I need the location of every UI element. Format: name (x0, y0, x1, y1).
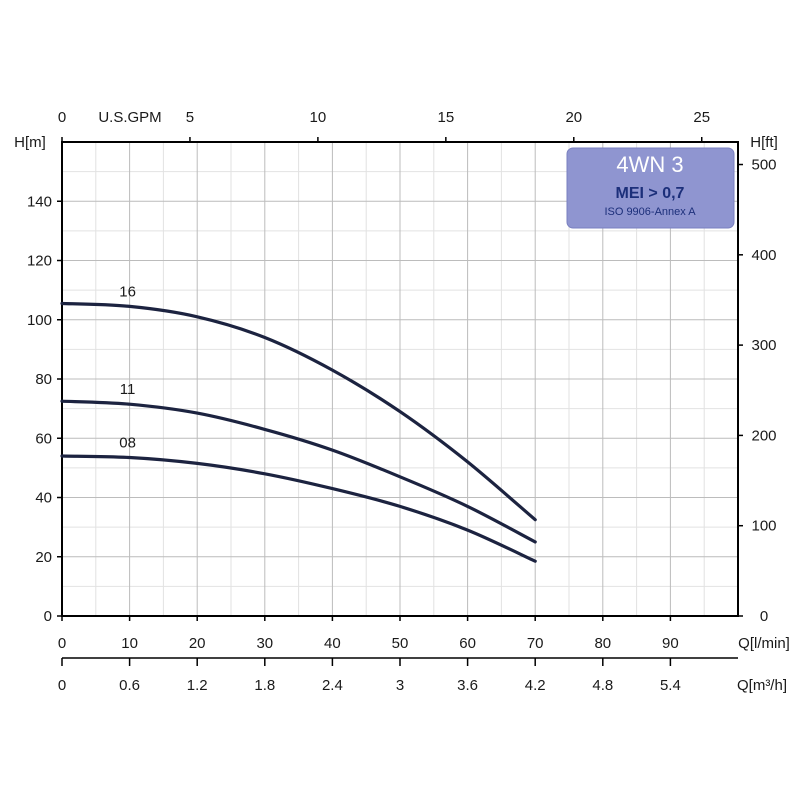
x-m3h-tick-label: 3 (396, 677, 404, 694)
x-lmin-tick-label: 60 (459, 635, 476, 652)
x-lmin-tick-label: 20 (189, 635, 206, 652)
y-m-tick-label: 120 (27, 253, 52, 270)
x-m3h-tick-label: 1.2 (187, 677, 208, 694)
legend-iso: ISO 9906-Annex A (604, 206, 696, 218)
y-ft-tick-label: 500 (751, 157, 776, 174)
x-gpm-tick-label: 10 (310, 109, 327, 126)
x-gpm-tick-label: 5 (186, 109, 194, 126)
x-gpm-tick-label: 0 (58, 109, 66, 126)
x-m3h-tick-label: 5.4 (660, 677, 681, 694)
curve-label-11: 11 (120, 381, 136, 398)
y-ft-tick-label: 100 (751, 518, 776, 535)
curve-label-16: 16 (119, 283, 136, 300)
y-m-tick-label: 100 (27, 312, 52, 329)
y-ft-tick-label: 400 (751, 247, 776, 264)
x-m3h-tick-label: 0 (58, 677, 66, 694)
x-lmin-tick-label: 80 (594, 635, 611, 652)
x-lmin-tick-label: 0 (58, 635, 66, 652)
x-m3h-tick-label: 1.8 (254, 677, 275, 694)
x-lmin-tick-label: 50 (392, 635, 409, 652)
x-lmin-tick-label: 30 (256, 635, 273, 652)
ticks (57, 137, 743, 666)
y-m-tick-label: 0 (44, 608, 52, 625)
y-m-axis-label: H[m] (14, 134, 46, 151)
x-lmin-tick-label: 70 (527, 635, 544, 652)
y-ft-tick-label: 200 (751, 427, 776, 444)
y-ft-axis-label: H[ft] (750, 134, 778, 151)
y-m-tick-label: 40 (35, 490, 52, 507)
curve-16 (60, 301, 537, 522)
x-lmin-tick-label: 10 (121, 635, 138, 652)
legend-box: 4WN 3 MEI > 0,7 ISO 9906-Annex A (566, 147, 735, 229)
legend-title: 4WN 3 (616, 152, 683, 177)
x-gpm-tick-label: 20 (565, 109, 582, 126)
y-m-tick-label: 20 (35, 549, 52, 566)
legend-background (566, 147, 735, 229)
y-m-tick-label: 140 (27, 193, 52, 210)
x-m3h-tick-label: 4.8 (592, 677, 613, 694)
y-m-tick-label: 60 (35, 430, 52, 447)
labels: 020406080100120140H[m]0100200300400500H[… (14, 109, 790, 694)
x-lmin-tick-label: 40 (324, 635, 341, 652)
x-gpm-tick-label: 15 (437, 109, 454, 126)
x-lmin-tick-label: 90 (662, 635, 679, 652)
x-m3h-tick-label: 3.6 (457, 677, 478, 694)
x-gpm-axis-label: U.S.GPM (98, 109, 161, 126)
y-ft-tick-label: 300 (751, 337, 776, 354)
x-lmin-axis-label: Q[l/min] (738, 635, 790, 652)
x-m3h-tick-label: 0.6 (119, 677, 140, 694)
y-ft-tick-label: 0 (760, 608, 768, 625)
curve-11 (60, 399, 537, 544)
curve-08 (60, 454, 537, 563)
curve-label-08: 08 (119, 435, 136, 452)
x-m3h-tick-label: 2.4 (322, 677, 343, 694)
x-gpm-tick-label: 25 (693, 109, 710, 126)
x-m3h-axis-label: Q[m³/h] (737, 677, 787, 694)
curves (60, 301, 537, 563)
legend-mei: MEI > 0,7 (616, 185, 685, 202)
x-m3h-tick-label: 4.2 (525, 677, 546, 694)
y-m-tick-label: 80 (35, 371, 52, 388)
